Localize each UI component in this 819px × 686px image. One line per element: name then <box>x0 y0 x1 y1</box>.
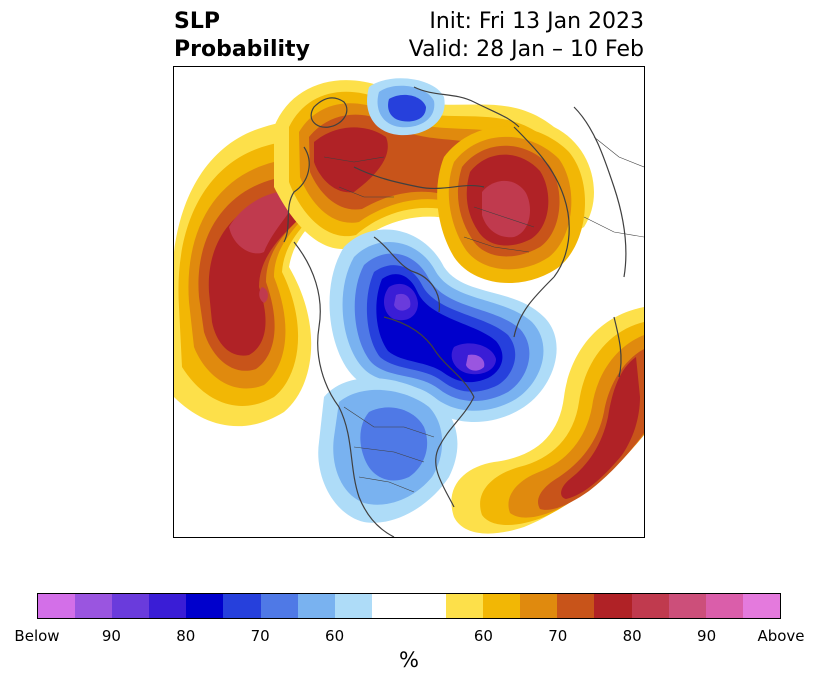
colorbar-tick-label: 60 <box>325 627 345 645</box>
colorbar-tick-label: 80 <box>622 627 642 645</box>
map-title: SLP Probability <box>174 8 310 64</box>
colorbar-tick-label: 70 <box>250 627 270 645</box>
colorbar-segment-above-6 <box>668 594 706 618</box>
colorbar-tick-label: 80 <box>176 627 196 645</box>
coastlines <box>283 86 627 537</box>
colorbar-tick-label: 70 <box>548 627 568 645</box>
map-subtitle: Init: Fri 13 Jan 2023 Valid: 28 Jan – 10… <box>409 8 644 64</box>
negative-anomaly-arctic-canada <box>329 229 557 422</box>
colorbar-segment-below-1 <box>75 594 113 618</box>
colorbar-segment-neutral <box>371 594 447 618</box>
colorbar-tick-label: Above <box>757 627 805 645</box>
positive-anomaly-east-asia <box>437 126 586 284</box>
valid-range: Valid: 28 Jan – 10 Feb <box>408 37 644 62</box>
colorbar-segment-above-5 <box>631 594 669 618</box>
colorbar-segment-below-5 <box>223 594 261 618</box>
negative-anomaly-north-america <box>318 378 458 523</box>
colorbar-segment-below-3 <box>149 594 187 618</box>
colorbar-tick-label: 90 <box>101 627 121 645</box>
positive-anomaly-north-atlantic <box>451 307 644 534</box>
map-svg <box>174 67 644 537</box>
title-field: Probability <box>174 37 310 62</box>
colorbar-segment-above-1 <box>483 594 521 618</box>
colorbar-segment-above-3 <box>557 594 595 618</box>
colorbar-segment-above-4 <box>594 594 632 618</box>
colorbar-segment-below-8 <box>334 594 372 618</box>
colorbar-segment-above-2 <box>520 594 558 618</box>
colorbar-segment-below-6 <box>260 594 298 618</box>
colorbar-segment-above-0 <box>446 594 484 618</box>
colorbar-segment-below-2 <box>112 594 150 618</box>
colorbar-tick-label: 60 <box>473 627 493 645</box>
country-borders <box>323 136 644 493</box>
probability-map <box>173 66 645 538</box>
colorbar-tick-label: 90 <box>697 627 717 645</box>
negative-anomaly-barents <box>367 78 445 136</box>
colorbar-segment-below-4 <box>186 594 224 618</box>
init-date: Init: Fri 13 Jan 2023 <box>429 9 644 34</box>
colorbar-segment-below-0 <box>38 594 76 618</box>
colorbar-segment-above-7 <box>705 594 743 618</box>
colorbar-segment-below-7 <box>297 594 335 618</box>
colorbar-tick-label: Below <box>14 627 60 645</box>
colorbar-unit-label: % <box>399 648 419 672</box>
colorbar-segment-above-8 <box>742 594 780 618</box>
colorbar <box>37 593 781 619</box>
title-variable: SLP <box>174 9 220 34</box>
